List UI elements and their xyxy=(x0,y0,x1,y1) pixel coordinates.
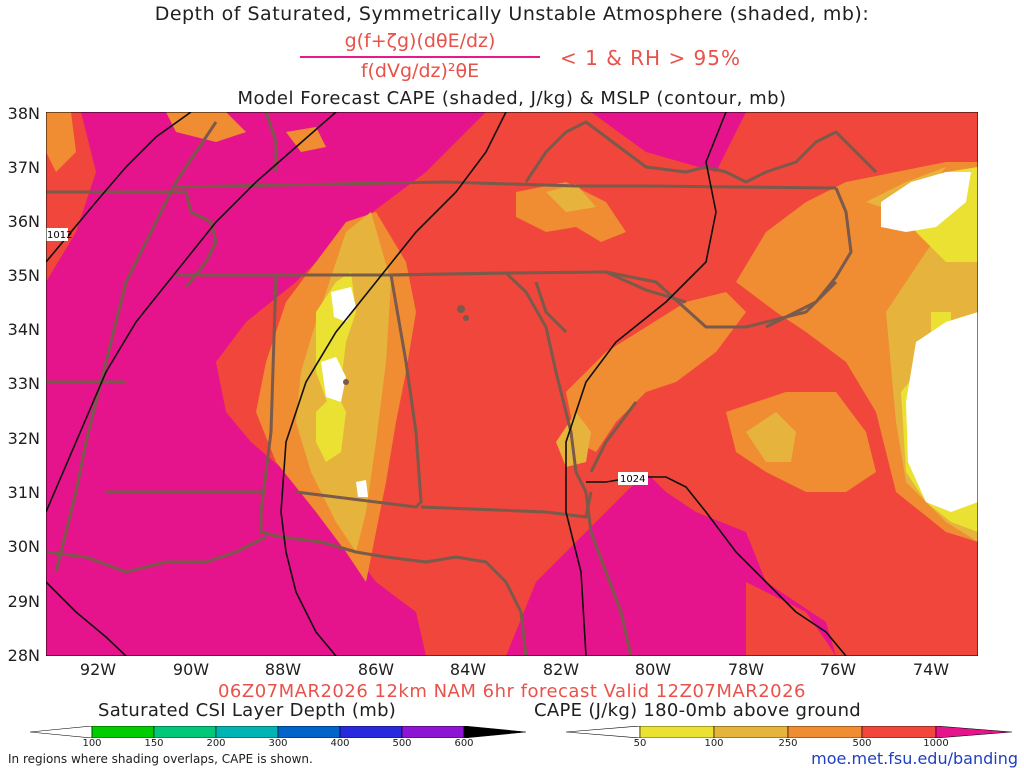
cape-tick: 1000 xyxy=(923,738,949,749)
csi-colorbar xyxy=(30,726,526,738)
csi-tick: 600 xyxy=(454,738,474,749)
lat-label: 30N xyxy=(7,537,40,556)
lat-label: 33N xyxy=(7,374,40,393)
lon-label: 84W xyxy=(449,660,487,679)
csi-tick: 100 xyxy=(82,738,102,749)
csi-bin-400-500 xyxy=(339,726,403,738)
contour-label-1012: 1012 xyxy=(46,228,72,241)
lat-label: 34N xyxy=(7,320,40,339)
contour-label-text: 1012 xyxy=(47,230,72,241)
formula-denominator: f(dVg/dz)²θE xyxy=(360,60,480,82)
lat-label: 36N xyxy=(7,212,40,231)
formula-fraction: g(f+ζg)(dθE/dz) f(dVg/dz)²θE xyxy=(300,30,540,82)
cape-bin-250-500 xyxy=(787,726,863,738)
map-features xyxy=(343,305,469,385)
cape-tick: 500 xyxy=(852,738,872,749)
lat-label: 31N xyxy=(7,483,40,502)
lon-label: 78W xyxy=(727,660,765,679)
cape-bin-50-100 xyxy=(639,726,715,738)
csi-bin-500-600 xyxy=(401,726,465,738)
csi-bin-200-300 xyxy=(215,726,279,738)
title-line-3: Model Forecast CAPE (shaded, J/kg) & MSL… xyxy=(237,88,787,109)
lat-label: 29N xyxy=(7,592,40,611)
cape-tick: 250 xyxy=(778,738,798,749)
cape-bin-100-250 xyxy=(713,726,789,738)
lat-label: 32N xyxy=(7,429,40,448)
fraction-bar xyxy=(300,56,540,58)
csi-colorbar-label: Saturated CSI Layer Depth (mb) xyxy=(98,700,397,721)
valid-time-line: 06Z07MAR2026 12km NAM 6hr forecast Valid… xyxy=(217,681,807,702)
csi-bin-lt100 xyxy=(30,726,93,738)
state-borders xyxy=(46,112,878,656)
lat-label: 38N xyxy=(7,104,40,123)
csi-tick: 200 xyxy=(206,738,226,749)
csi-bin-100-150 xyxy=(91,726,155,738)
cape-bin-500-1000 xyxy=(861,726,937,738)
csi-tick: 500 xyxy=(392,738,412,749)
csi-bin-gt600 xyxy=(463,726,526,738)
formula-numerator: g(f+ζg)(dθE/dz) xyxy=(344,30,496,52)
lon-label: 80W xyxy=(634,660,672,679)
formula-condition: < 1 & RH > 95% xyxy=(560,46,742,70)
cape-white-shading xyxy=(321,172,978,512)
cape-tick: 50 xyxy=(633,738,647,749)
cape-colorbar-label: CAPE (J/kg) 180-0mb above ground xyxy=(534,700,862,721)
contour-label-text: 1024 xyxy=(620,474,645,485)
csi-bin-300-400 xyxy=(277,726,341,738)
lat-label: 28N xyxy=(7,646,40,665)
csi-bin-150-200 xyxy=(153,726,217,738)
lon-label: 92W xyxy=(79,660,117,679)
title-line-1: Depth of Saturated, Symmetrically Unstab… xyxy=(154,3,870,25)
lon-label: 76W xyxy=(819,660,857,679)
lon-label: 74W xyxy=(912,660,950,679)
lat-label: 37N xyxy=(7,158,40,177)
cape-bin-lt50 xyxy=(566,726,641,738)
cape-tick: 100 xyxy=(704,738,724,749)
csi-tick: 150 xyxy=(144,738,164,749)
footnote: In regions where shading overlaps, CAPE … xyxy=(8,752,313,766)
lat-label: 35N xyxy=(7,266,40,285)
csi-tick: 400 xyxy=(330,738,350,749)
forecast-map: 1012 1024 xyxy=(46,112,978,656)
source-url[interactable]: moe.met.fsu.edu/banding xyxy=(811,749,1018,768)
lon-label: 86W xyxy=(357,660,395,679)
contour-label-1024: 1024 xyxy=(618,472,648,485)
lon-label: 88W xyxy=(264,660,302,679)
lon-label: 82W xyxy=(542,660,580,679)
lon-label: 90W xyxy=(172,660,210,679)
cape-colorbar xyxy=(566,726,1012,738)
csi-tick: 300 xyxy=(268,738,288,749)
cape-bin-gt1000 xyxy=(935,726,1012,738)
